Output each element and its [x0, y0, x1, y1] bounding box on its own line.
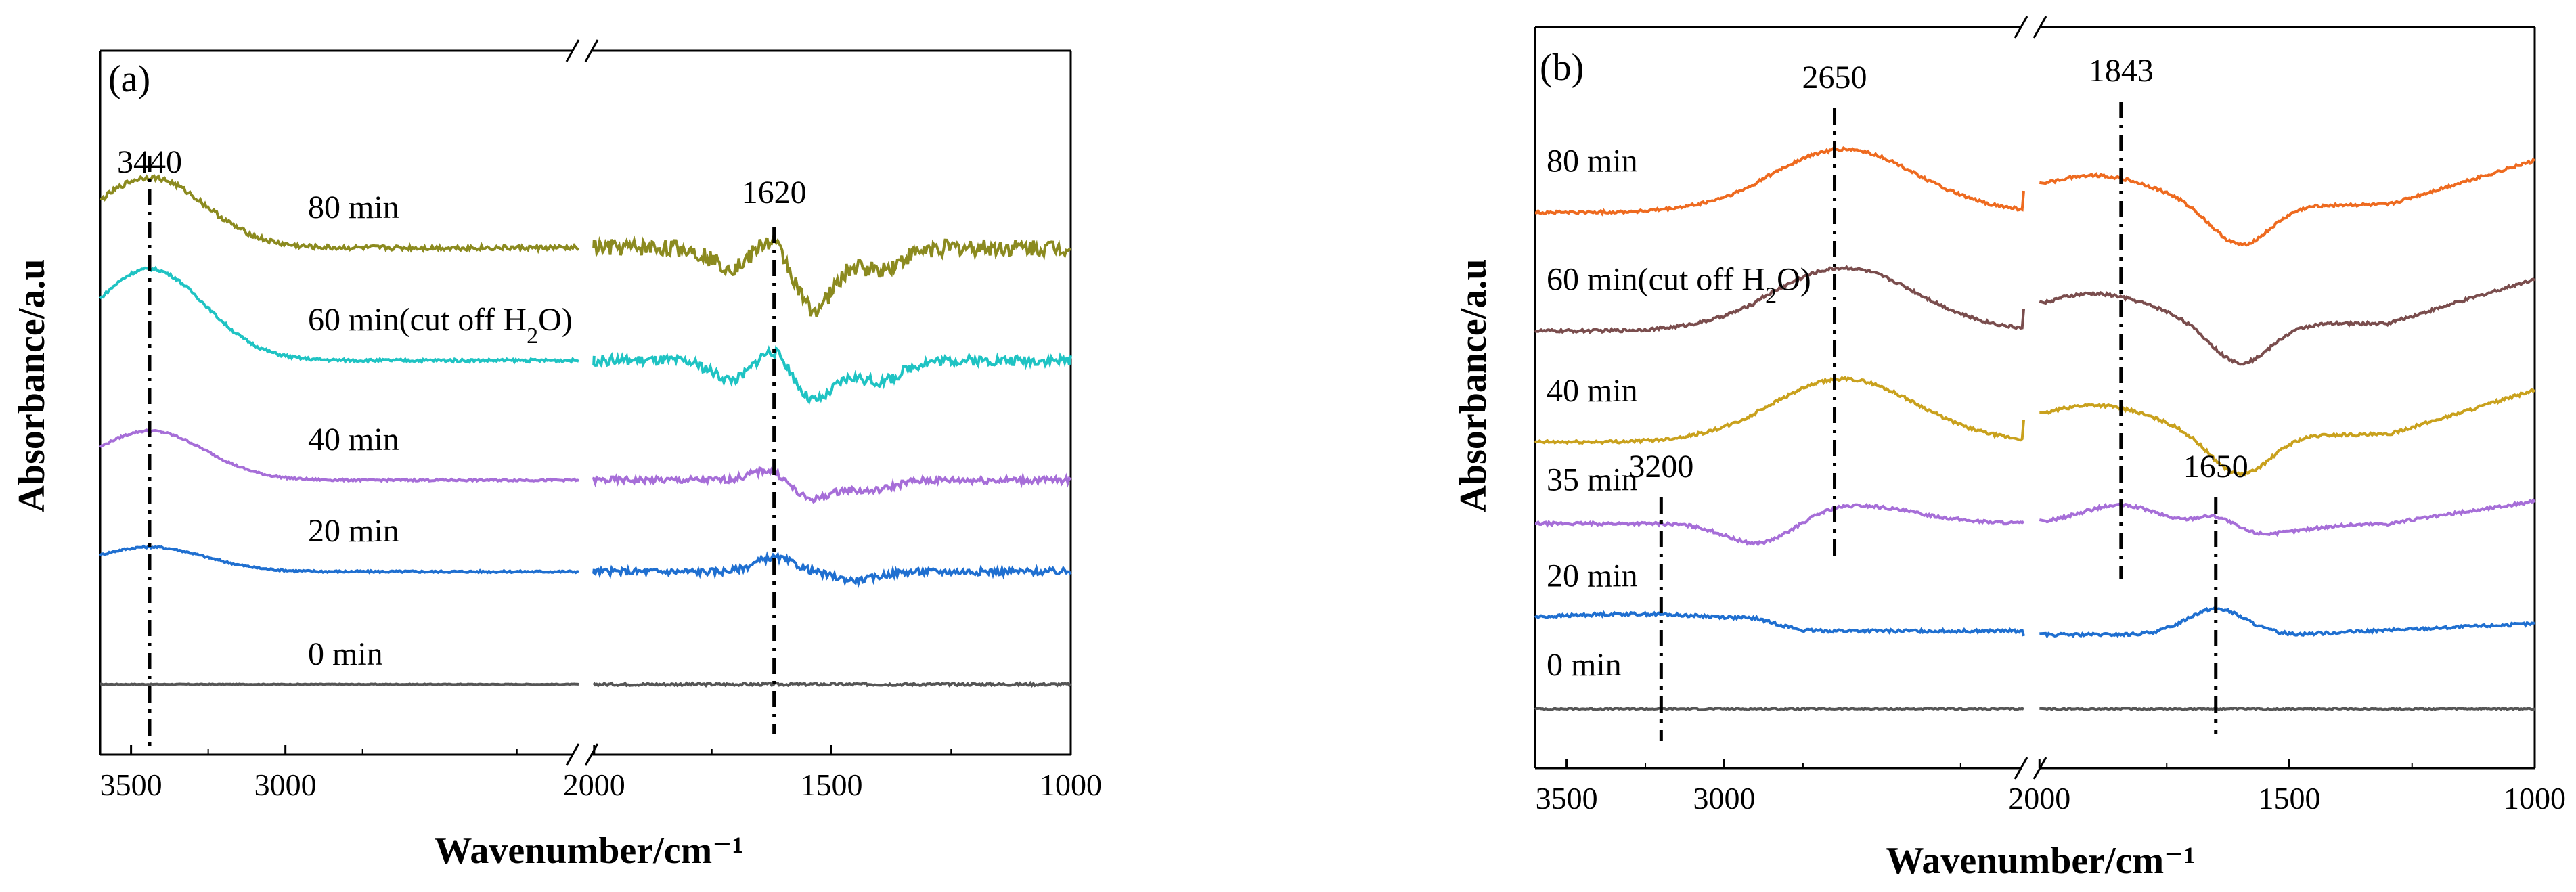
x-tick-label: 1000: [1040, 767, 1102, 802]
series-label: 40 min: [1547, 373, 1638, 409]
peak-label-1650: 1650: [2183, 449, 2248, 485]
series-line-0-min: [592, 680, 1072, 688]
series-label-end: O): [1777, 262, 1811, 298]
x-tick-label: 1000: [2504, 781, 2566, 816]
series-line-80-min: [99, 174, 580, 254]
series-line-40-min: [2039, 387, 2536, 477]
series-line-40-min: [592, 466, 1072, 504]
series-group-a: 0 min 20 min 40 min 60 min(cut off H2O) 80 m…: [99, 174, 1072, 688]
series-line-80-min: [1534, 146, 2025, 217]
x-tick-label: 2000: [2008, 781, 2070, 816]
series-line-60-min-cut-off-h2o-: [1534, 265, 2025, 334]
series-label: 80 min: [1547, 143, 1638, 179]
x-tick-label: 1500: [801, 767, 863, 802]
axis-break-mark: [565, 743, 580, 766]
axis-break-mark: [2014, 757, 2028, 780]
series-label: 80 min: [308, 189, 399, 225]
x-tick-label: 3500: [1536, 781, 1598, 816]
series-line-0-min: [2039, 706, 2535, 712]
series-line-40-min: [1534, 376, 2025, 445]
peak-label-1843: 1843: [2089, 53, 2154, 89]
series-line-20-min: [1534, 610, 2025, 637]
series-label: 0 min: [1547, 647, 1622, 683]
series-label: 20 min: [308, 513, 399, 549]
panel-label-a: (a): [108, 58, 150, 100]
series-line-60-min-cut-off-h2o-: [2039, 277, 2536, 366]
annotations-b: 3200 2650 1843 1650: [1628, 53, 2248, 741]
panel-b: Absorbance/a.u (b) 0 min 20 min 35 min 40 m…: [1452, 16, 2566, 882]
series-line-20-min: [592, 551, 1072, 589]
peak-label-1620: 1620: [742, 175, 807, 210]
series-line-20-min: [99, 544, 579, 575]
y-axis-title-b: Absorbance/a.u: [1452, 259, 1494, 513]
series-line-60-min-cut-off-h2o-: [592, 344, 1072, 405]
x-tick-label: 2000: [563, 767, 625, 802]
axis-break-mark: [584, 743, 599, 766]
x-tick-label: 3000: [254, 767, 317, 802]
series-label-subscript: 2: [1765, 283, 1777, 308]
ticks-b: 3500 3000 2000 1500 1000: [1536, 759, 2566, 816]
axis-break-mark: [2014, 16, 2028, 39]
series-label: 0 min: [308, 636, 383, 672]
series-label-subscript: 2: [527, 324, 538, 349]
series-label: 60 min(cut off H2O): [1547, 262, 1811, 309]
panel-a: Absorbance/a.u (a) 0 min 20 min 40 min 60 m…: [11, 39, 1102, 872]
series-line-20-min: [2039, 606, 2535, 639]
axis-break-mark: [584, 39, 599, 62]
y-axis-title-a: Absorbance/a.u: [11, 259, 53, 513]
x-axis-title-a: Wavenumber/cm⁻¹: [435, 830, 744, 872]
series-line-40-min: [99, 428, 579, 483]
plot-frame-a: [99, 39, 1072, 766]
x-tick-label: 3500: [100, 767, 162, 802]
series-label: 20 min: [1547, 558, 1638, 594]
axis-break-mark: [2033, 16, 2047, 39]
plot-frame-b: [1534, 16, 2536, 780]
series-line-0-min: [1534, 706, 2025, 711]
series-line-35-min: [2039, 497, 2536, 537]
series-line-60-min-cut-off-h2o-: [99, 265, 579, 365]
series-line-80-min: [2039, 158, 2536, 247]
annotations-a: 3440 1620: [117, 144, 807, 748]
panel-label-b: (b): [1540, 47, 1584, 89]
series-group-b: 0 min 20 min 35 min 40 min 60 min(cut off H2…: [1534, 143, 2536, 712]
series-label: 35 min: [1547, 462, 1638, 497]
ticks-a: 3500 3000 2000 1500 1000: [100, 745, 1102, 802]
peak-label-2650: 2650: [1802, 60, 1867, 95]
series-line-0-min: [99, 682, 579, 686]
peak-label-3440: 3440: [117, 144, 182, 180]
series-line-80-min: [592, 234, 1071, 317]
series-label: 40 min: [308, 422, 399, 458]
series-label: 60 min(cut off H2O): [308, 302, 573, 349]
series-line-35-min: [1534, 502, 2025, 547]
x-tick-label: 1500: [2259, 781, 2321, 816]
x-tick-label: 3000: [1693, 781, 1755, 816]
axis-break-mark: [565, 39, 580, 62]
x-axis-title-b: Wavenumber/cm⁻¹: [1886, 840, 2196, 882]
peak-label-3200: 3200: [1628, 449, 1693, 485]
series-label-end: O): [538, 302, 573, 338]
